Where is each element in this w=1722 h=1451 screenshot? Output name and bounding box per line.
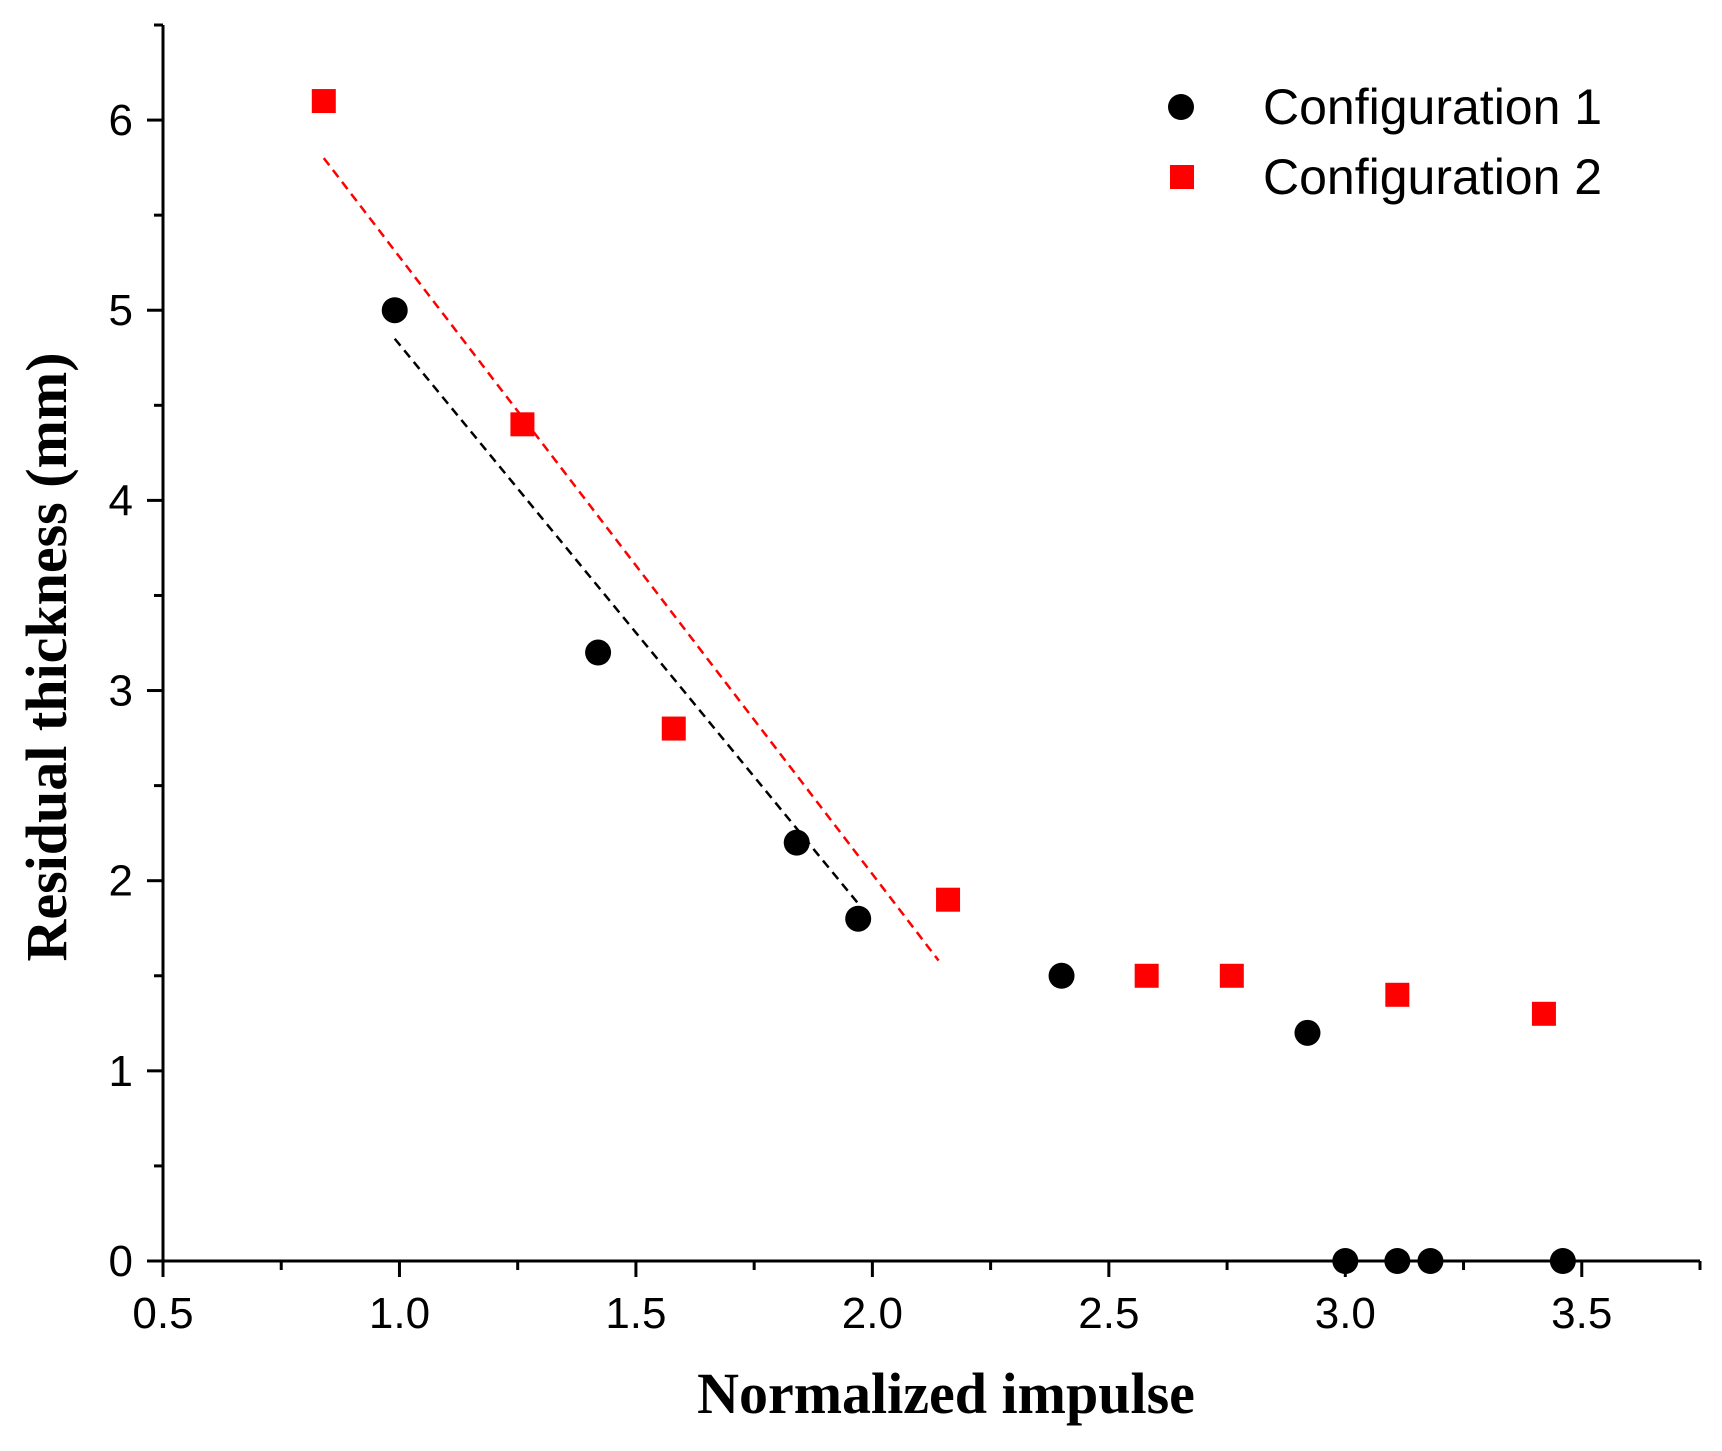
y-tick-label: 6 — [109, 96, 133, 145]
axes — [147, 23, 1702, 1277]
y-tick-label: 3 — [109, 667, 133, 716]
legend-circle-marker-icon — [1168, 94, 1194, 120]
legend-label-configuration-2: Configuration 2 — [1263, 149, 1602, 205]
data-point-series-1 — [845, 905, 872, 932]
x-tick-label: 1.5 — [605, 1289, 666, 1338]
y-tick-label: 5 — [109, 286, 133, 335]
fit-line-series-2 — [322, 157, 940, 962]
data-point-series-2 — [661, 716, 686, 741]
x-tick-label: 3.5 — [1551, 1289, 1612, 1338]
legend-label-configuration-1: Configuration 1 — [1263, 79, 1602, 135]
data-point-series-2 — [1385, 982, 1410, 1007]
y-axis-title: Residual thickness (mm) — [14, 352, 79, 961]
legend: Configuration 1 Configuration 2 — [1168, 79, 1602, 205]
legend-item-configuration-2: Configuration 2 — [1170, 149, 1602, 205]
fit-line-series-1 — [393, 337, 860, 905]
fit-lines — [322, 157, 940, 962]
x-tick-label: 2.0 — [842, 1289, 903, 1338]
x-tick-label: 3.0 — [1315, 1289, 1376, 1338]
data-point-series-2 — [1531, 1001, 1556, 1026]
data-point-series-2 — [311, 89, 336, 114]
y-tick-label: 1 — [109, 1047, 133, 1096]
data-point-series-1 — [585, 639, 612, 666]
y-tick-label: 0 — [109, 1237, 133, 1286]
data-point-series-2 — [1134, 963, 1159, 988]
x-axis-title: Normalized impulse — [697, 1361, 1195, 1426]
data-point-series-2 — [510, 412, 535, 437]
y-tick-label: 4 — [109, 476, 133, 525]
legend-square-marker-icon — [1170, 165, 1194, 189]
x-tick-label: 2.5 — [1078, 1289, 1139, 1338]
data-point-series-2 — [936, 887, 961, 912]
x-tick-label: 1.0 — [369, 1289, 430, 1338]
data-point-series-1 — [1048, 962, 1075, 989]
tick-labels: 0.5 1.0 1.5 2.0 2.5 3.0 3.5 0 1 2 3 4 5 6 — [109, 96, 1613, 1338]
data-point-series-2 — [1219, 963, 1244, 988]
data-point-series-1 — [1294, 1019, 1321, 1046]
data-point-series-1 — [783, 829, 810, 856]
data-point-series-1 — [381, 297, 408, 324]
x-tick-label: 0.5 — [132, 1289, 193, 1338]
legend-item-configuration-1: Configuration 1 — [1168, 79, 1602, 135]
y-tick-label: 2 — [109, 857, 133, 906]
